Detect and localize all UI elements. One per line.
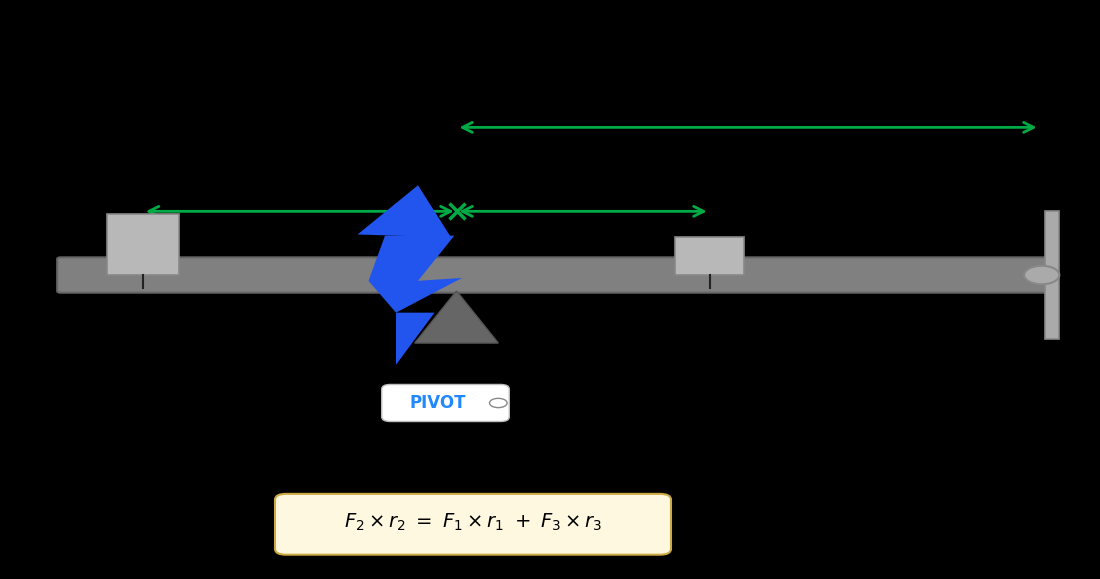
- Text: $F_2 \times r_2 \ = \ F_1 \times r_1 \ + \ F_3 \times r_3$: $F_2 \times r_2 \ = \ F_1 \times r_1 \ +…: [344, 512, 602, 533]
- Bar: [1045, 211, 1059, 339]
- Bar: [108, 214, 178, 275]
- FancyBboxPatch shape: [275, 494, 671, 555]
- Polygon shape: [358, 185, 451, 237]
- FancyBboxPatch shape: [382, 384, 509, 422]
- Text: PIVOT: PIVOT: [409, 394, 466, 412]
- Polygon shape: [368, 236, 462, 313]
- Bar: [675, 237, 744, 275]
- Circle shape: [490, 398, 507, 408]
- Circle shape: [1024, 266, 1059, 284]
- Polygon shape: [415, 291, 498, 343]
- FancyBboxPatch shape: [57, 257, 1054, 293]
- Polygon shape: [396, 313, 435, 365]
